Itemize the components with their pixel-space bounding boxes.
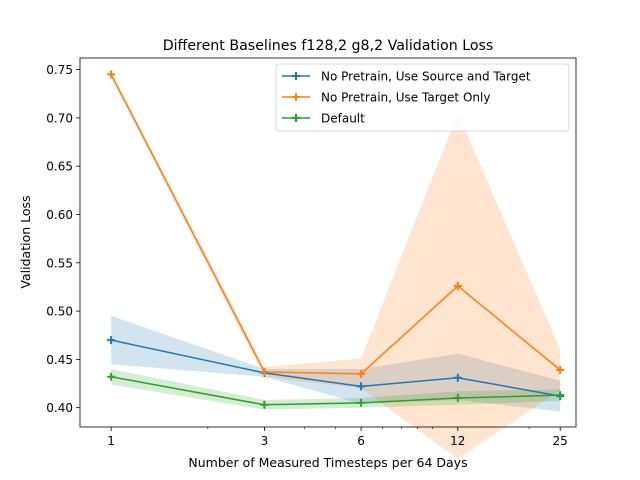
y-tick-label: 0.75	[46, 63, 73, 77]
x-axis-label: Number of Measured Timesteps per 64 Days	[188, 455, 467, 470]
y-tick-label: 0.40	[46, 401, 73, 415]
data-point-marker	[357, 382, 366, 391]
legend-label: No Pretrain, Use Target Only	[321, 91, 490, 105]
confidence-band	[111, 71, 561, 459]
data-point-marker	[556, 391, 565, 400]
data-point-marker	[357, 398, 366, 407]
data-point-marker	[107, 372, 116, 381]
y-axis: 0.40 0.45 0.50 0.55 0.60 0.65 0.70 0.75	[46, 63, 80, 415]
data-point-marker	[357, 369, 366, 378]
data-point-marker	[556, 366, 565, 375]
plot-area	[107, 70, 565, 459]
legend-box	[275, 63, 570, 132]
y-tick-label: 0.50	[46, 305, 73, 319]
legend-label: No Pretrain, Use Source and Target	[321, 70, 531, 84]
confidence-band	[111, 369, 561, 410]
legend-label: Default	[321, 112, 365, 126]
chart-title: Different Baselines f128,2 g8,2 Validati…	[163, 38, 494, 54]
x-tick-label: 25	[553, 434, 568, 448]
data-point-marker	[453, 394, 462, 403]
data-point-marker	[260, 367, 269, 376]
x-tick-label: 6	[357, 434, 365, 448]
data-point-marker	[107, 336, 116, 345]
series-markers	[107, 70, 565, 409]
legend: No Pretrain, Use Source and Target No Pre…	[275, 63, 570, 132]
legend-marker	[292, 114, 300, 122]
y-tick-label: 0.60	[46, 208, 73, 222]
y-tick-label: 0.45	[46, 353, 73, 367]
data-point-marker	[453, 281, 462, 290]
y-tick-label: 0.65	[46, 160, 73, 174]
x-axis: 1 3 6 12 25	[107, 427, 568, 448]
data-point-marker	[453, 373, 462, 382]
y-tick-label: 0.70	[46, 111, 73, 125]
y-tick-label: 0.55	[46, 256, 73, 270]
data-point-marker	[107, 70, 116, 79]
data-point-marker	[260, 400, 269, 409]
confidence-band	[111, 315, 561, 412]
x-tick-label: 12	[450, 434, 465, 448]
confidence-bands	[111, 71, 561, 459]
x-tick-label: 1	[107, 434, 115, 448]
axes-frame	[79, 57, 577, 428]
x-tick-label: 3	[261, 434, 269, 448]
legend-marker	[292, 93, 300, 101]
legend-marker	[292, 72, 300, 80]
y-axis-label: Validation Loss	[18, 195, 33, 288]
